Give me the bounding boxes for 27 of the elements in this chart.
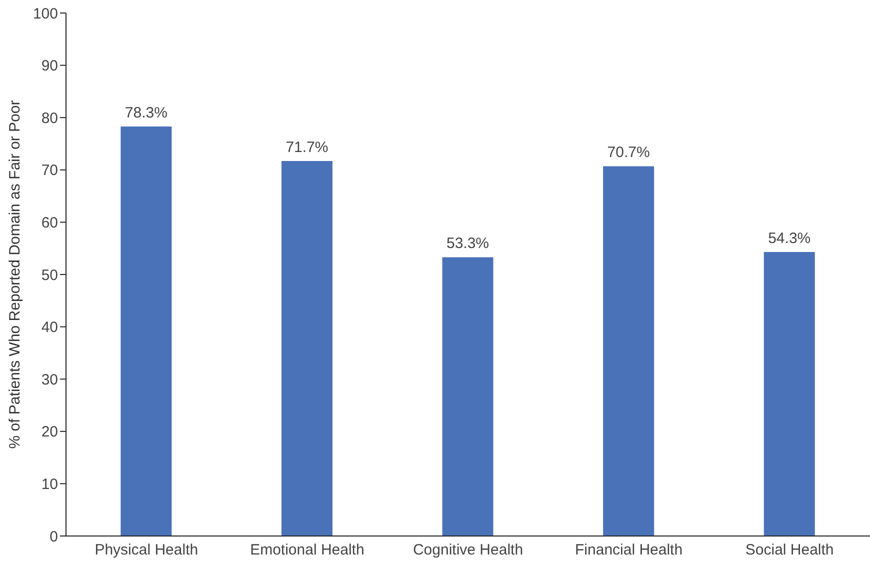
bar: [281, 161, 332, 536]
bar: [442, 257, 494, 536]
y-tick-label: 80: [41, 110, 58, 127]
data-label: 78.3%: [124, 104, 168, 122]
y-tick-label: 70: [41, 162, 58, 180]
bar: [764, 252, 815, 536]
y-axis-title: % of Patients Who Reported Domain as Fair or Poor: [6, 100, 24, 449]
x-tick-label: Social Health: [745, 542, 834, 559]
data-label: 54.3%: [768, 230, 811, 248]
bar: [603, 166, 654, 536]
y-tick-label: 90: [41, 58, 58, 75]
data-label: 53.3%: [446, 235, 490, 252]
y-tick-label: 20: [41, 424, 58, 441]
data-label: 71.7%: [286, 139, 328, 156]
x-tick-label: Emotional Health: [250, 542, 364, 559]
y-tick-label: 0: [50, 528, 58, 546]
y-tick-label: 40: [41, 319, 58, 336]
bar: [120, 126, 172, 536]
x-tick-label: Cognitive Health: [412, 542, 524, 559]
y-tick-label: 30: [41, 371, 58, 388]
x-tick-label: Physical Health: [94, 542, 198, 559]
y-tick-label: 100: [32, 5, 58, 22]
x-tick-label: Financial Health: [575, 542, 683, 559]
data-label: 70.7%: [607, 144, 650, 162]
y-tick-label: 60: [41, 214, 58, 232]
y-tick-label: 50: [41, 266, 58, 284]
y-tick-label: 10: [41, 476, 58, 494]
